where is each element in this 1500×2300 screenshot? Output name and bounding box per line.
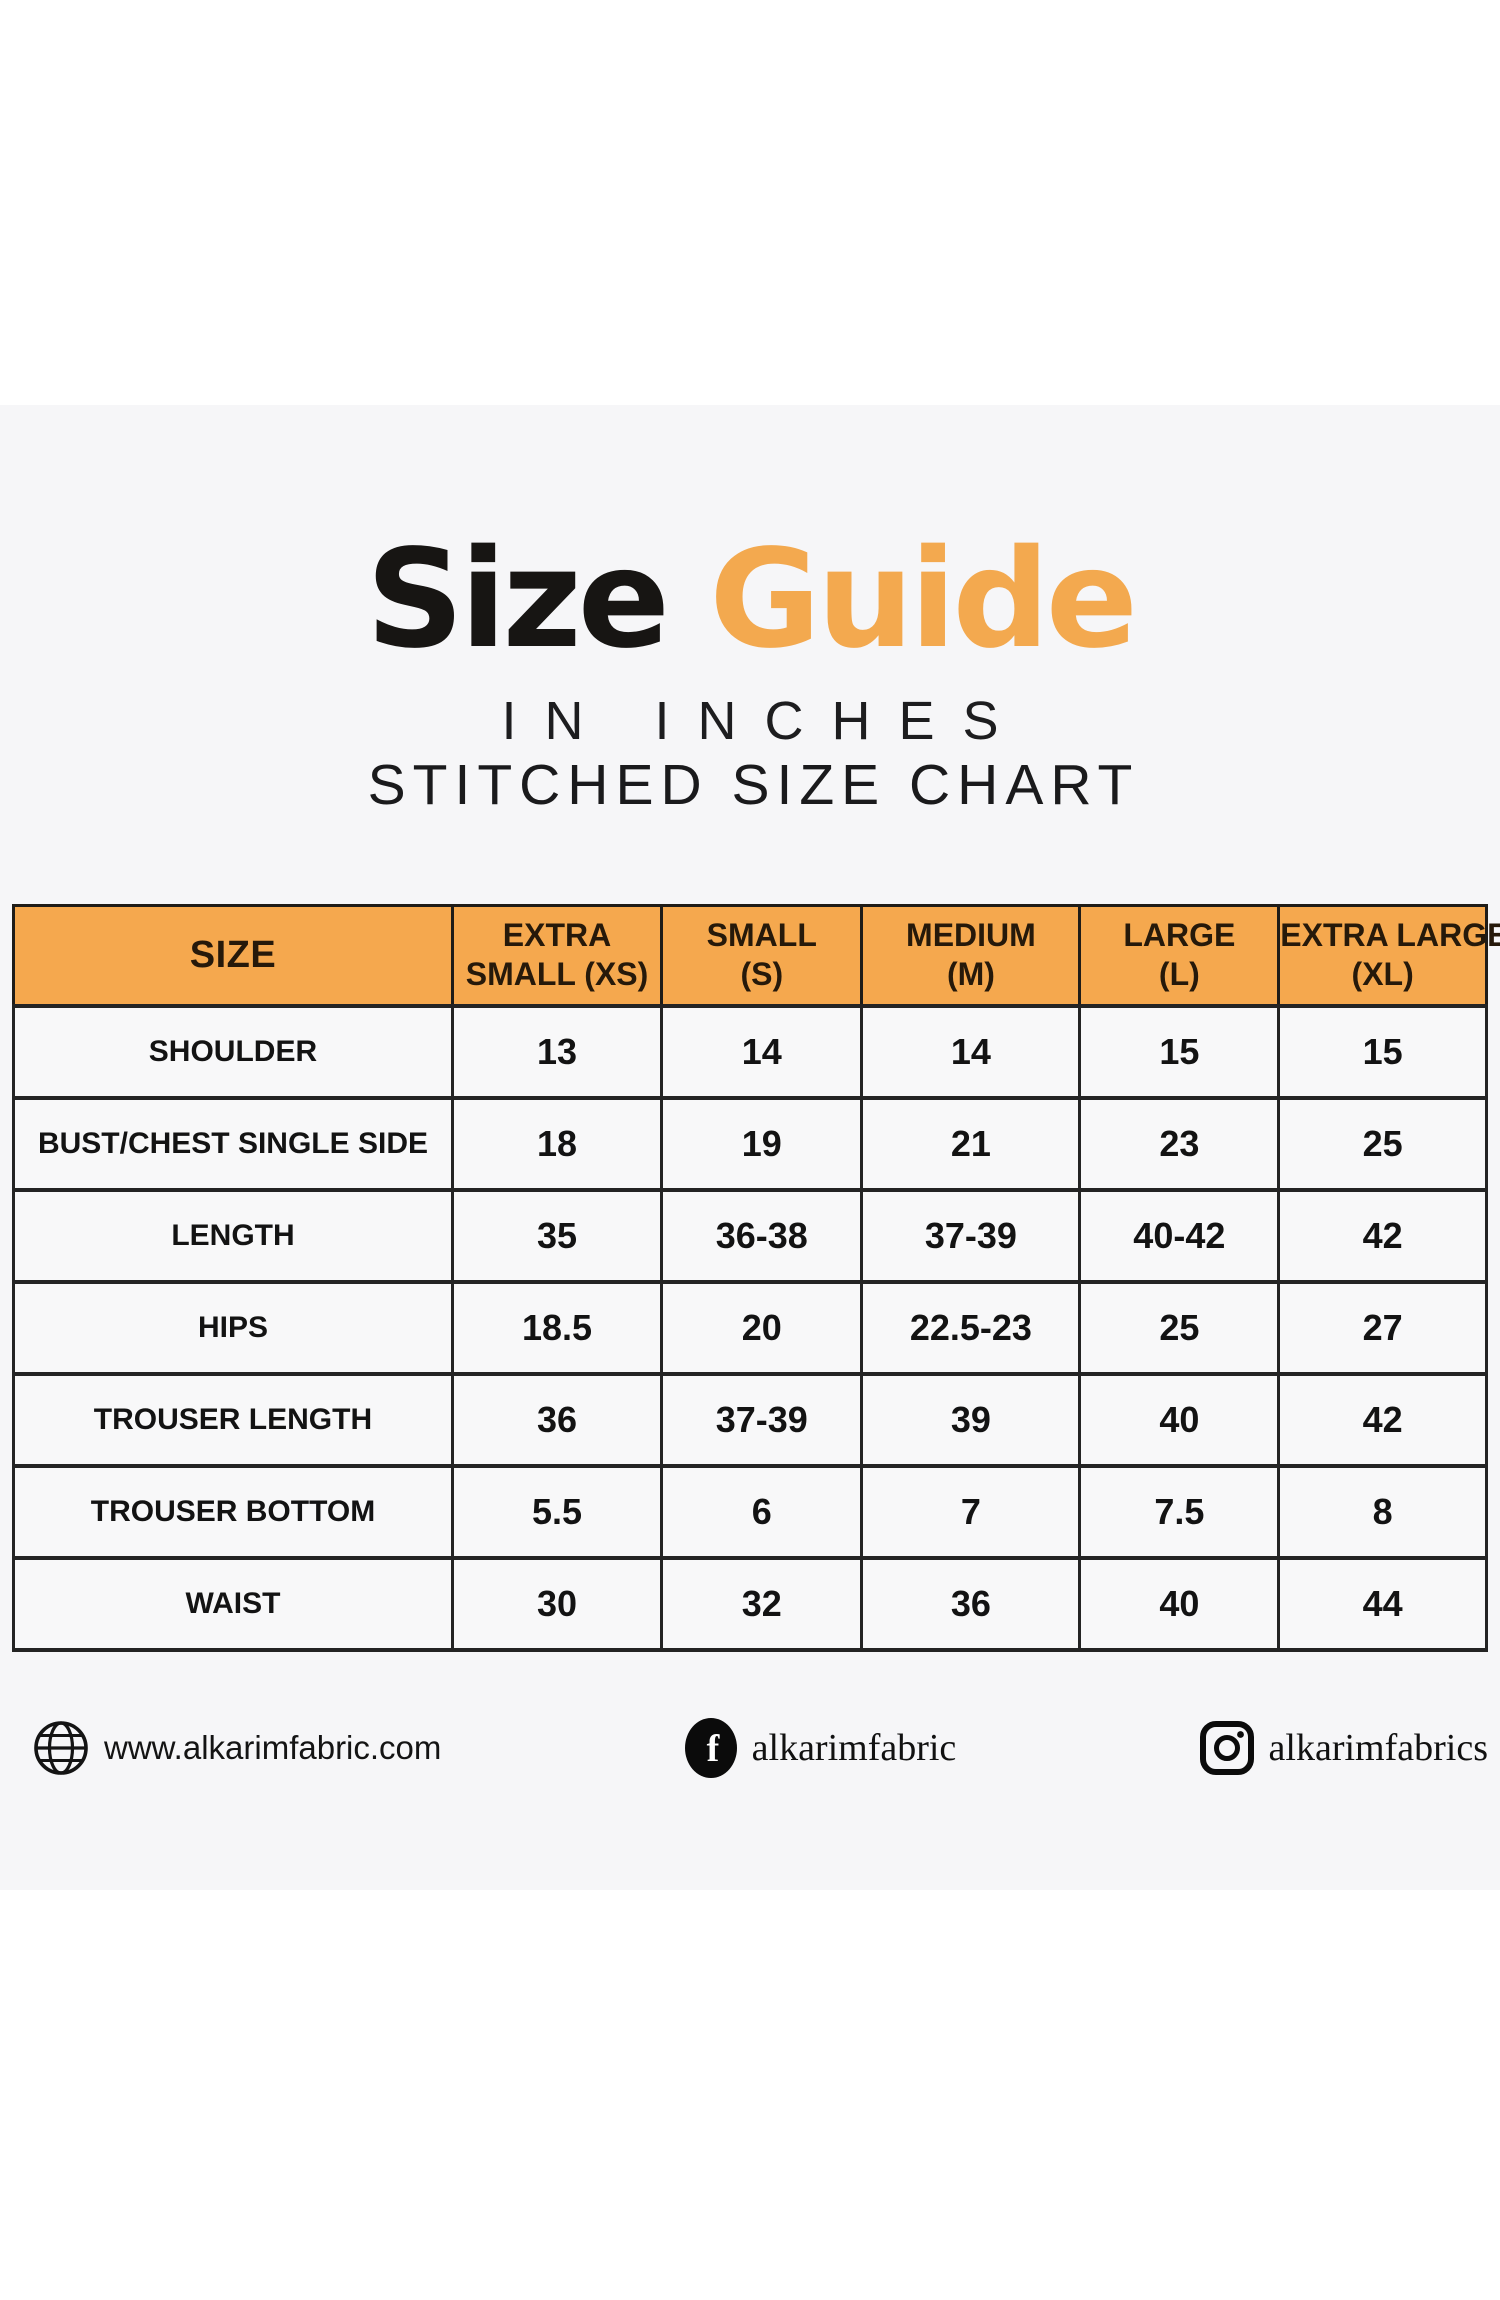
value-cell: 15 bbox=[1078, 1003, 1281, 1100]
size-chart-table: SIZE EXTRA SMALL (XS) SMALL (S) MEDIUM (M) … bbox=[12, 904, 1500, 1652]
value-cell: 35 bbox=[450, 1187, 664, 1284]
value-cell: 37-39 bbox=[660, 1371, 864, 1468]
value-cell: 27 bbox=[1277, 1279, 1488, 1376]
header-label: LARGE bbox=[1123, 917, 1236, 954]
table-row-shoulder: SHOULDER 13 14 14 15 15 bbox=[12, 1003, 1488, 1100]
header-label: (L) bbox=[1158, 956, 1200, 993]
value-cell: 8 bbox=[1277, 1463, 1488, 1560]
website-url: www.alkarimfabric.com bbox=[104, 1729, 442, 1766]
value-cell: 40 bbox=[1078, 1555, 1281, 1652]
header-cell-s: SMALL (S) bbox=[660, 904, 864, 1007]
header-cell-size: SIZE bbox=[12, 904, 454, 1007]
table-row-trouser-length: TROUSER LENGTH 36 37-39 39 40 42 bbox=[12, 1371, 1488, 1468]
table-row-trouser-bottom: TROUSER BOTTOM 5.5 6 7 7.5 8 bbox=[12, 1463, 1488, 1560]
value-cell: 42 bbox=[1277, 1187, 1488, 1284]
value-cell: 13 bbox=[450, 1003, 664, 1100]
page-title: Size Guide bbox=[0, 532, 1500, 668]
row-label: BUST/CHEST SINGLE SIDE bbox=[12, 1095, 454, 1192]
value-cell: 14 bbox=[860, 1003, 1082, 1100]
facebook-handle: alkarimfabric bbox=[751, 1727, 957, 1769]
header-label: MEDIUM bbox=[906, 917, 1036, 954]
table-row-hips: HIPS 18.5 20 22.5-23 25 27 bbox=[12, 1279, 1488, 1376]
header-label: (XL) bbox=[1351, 956, 1414, 993]
value-cell: 36-38 bbox=[660, 1187, 864, 1284]
footer-contact-bar: www.alkarimfabric.com f alkarimfabric al… bbox=[32, 1708, 1488, 1788]
value-cell: 15 bbox=[1277, 1003, 1488, 1100]
facebook-item: f alkarimfabric bbox=[684, 1717, 957, 1779]
header-cell-m: MEDIUM (M) bbox=[860, 904, 1082, 1007]
value-cell: 6 bbox=[660, 1463, 864, 1560]
instagram-handle: alkarimfabrics bbox=[1268, 1727, 1488, 1769]
value-cell: 32 bbox=[660, 1555, 864, 1652]
row-label: LENGTH bbox=[12, 1187, 454, 1284]
title-word-size: Size bbox=[366, 521, 670, 679]
value-cell: 18.5 bbox=[450, 1279, 664, 1376]
header-label: SMALL (XS) bbox=[465, 956, 649, 993]
header-row: SIZE EXTRA SMALL (XS) SMALL (S) MEDIUM (M) … bbox=[12, 904, 1500, 1007]
row-label: TROUSER BOTTOM bbox=[12, 1463, 454, 1560]
title-space bbox=[666, 521, 709, 679]
instagram-icon bbox=[1199, 1720, 1255, 1776]
table-row-waist: WAIST 30 32 36 40 44 bbox=[12, 1555, 1488, 1652]
value-cell: 22.5-23 bbox=[860, 1279, 1082, 1376]
facebook-icon: f bbox=[684, 1717, 738, 1779]
subtitle-in-inches: IN INCHES bbox=[501, 691, 1027, 751]
value-cell: 23 bbox=[1078, 1095, 1281, 1192]
globe-icon bbox=[32, 1719, 90, 1777]
value-cell: 39 bbox=[860, 1371, 1082, 1468]
value-cell: 5.5 bbox=[450, 1463, 664, 1560]
value-cell: 20 bbox=[660, 1279, 864, 1376]
value-cell: 37-39 bbox=[860, 1187, 1082, 1284]
value-cell: 30 bbox=[450, 1555, 664, 1652]
header-cell-xs: EXTRA SMALL (XS) bbox=[450, 904, 664, 1007]
instagram-item: alkarimfabrics bbox=[1199, 1720, 1488, 1776]
value-cell: 25 bbox=[1078, 1279, 1281, 1376]
table-row-length: LENGTH 35 36-38 37-39 40-42 42 bbox=[12, 1187, 1488, 1284]
row-label: TROUSER LENGTH bbox=[12, 1371, 454, 1468]
value-cell: 19 bbox=[660, 1095, 864, 1192]
header-cell-xl: EXTRA LARGE (XL) bbox=[1277, 904, 1500, 1007]
header-label: (S) bbox=[740, 956, 784, 993]
website-item: www.alkarimfabric.com bbox=[32, 1719, 441, 1777]
header-label: EXTRA LARGE bbox=[1280, 917, 1500, 954]
value-cell: 42 bbox=[1277, 1371, 1488, 1468]
value-cell: 44 bbox=[1277, 1555, 1488, 1652]
subtitle-stitched-size-chart: STITCHED SIZE CHART bbox=[367, 753, 1140, 817]
header-label: SMALL bbox=[706, 917, 817, 954]
value-cell: 25 bbox=[1277, 1095, 1488, 1192]
value-cell: 7 bbox=[860, 1463, 1082, 1560]
value-cell: 40 bbox=[1078, 1371, 1281, 1468]
table-row-bust-chest: BUST/CHEST SINGLE SIDE 18 19 21 23 25 bbox=[12, 1095, 1488, 1192]
value-cell: 40-42 bbox=[1078, 1187, 1281, 1284]
value-cell: 36 bbox=[450, 1371, 664, 1468]
value-cell: 18 bbox=[450, 1095, 664, 1192]
row-label: SHOULDER bbox=[12, 1003, 454, 1100]
row-label: HIPS bbox=[12, 1279, 454, 1376]
value-cell: 7.5 bbox=[1078, 1463, 1281, 1560]
header-label: SIZE bbox=[189, 934, 277, 977]
svg-text:f: f bbox=[706, 1728, 720, 1770]
value-cell: 21 bbox=[860, 1095, 1082, 1192]
header-label: (M) bbox=[946, 956, 995, 993]
header-label: EXTRA bbox=[502, 917, 612, 954]
value-cell: 36 bbox=[860, 1555, 1082, 1652]
header-cell-l: LARGE (L) bbox=[1078, 904, 1281, 1007]
row-label: WAIST bbox=[12, 1555, 454, 1652]
value-cell: 14 bbox=[660, 1003, 864, 1100]
title-word-guide: Guide bbox=[709, 521, 1138, 679]
